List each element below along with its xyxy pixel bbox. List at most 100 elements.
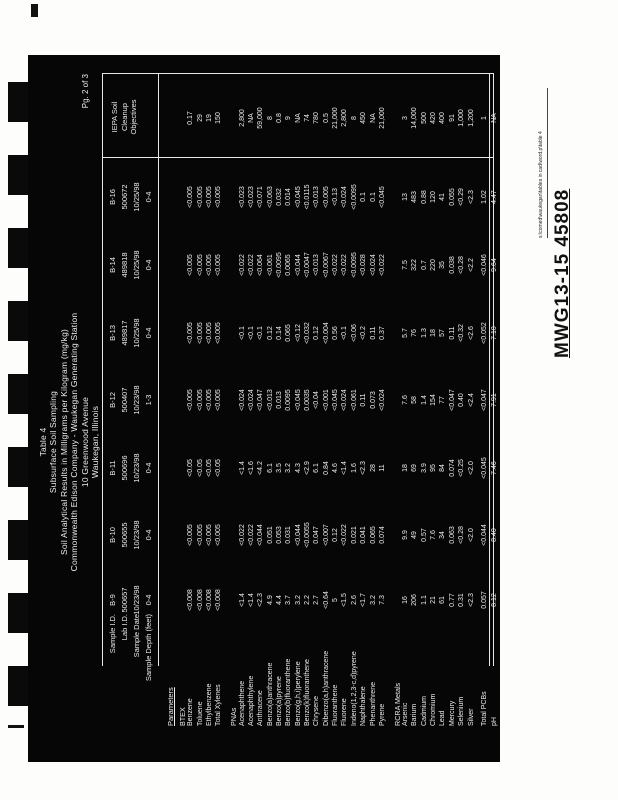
value-cell: <0.005 (187, 322, 195, 344)
value-cell: 7.6 (430, 530, 438, 540)
value-cell: 0.053 (276, 526, 283, 544)
value-cell: 1 (481, 116, 489, 120)
value-cell: 18 (402, 464, 410, 472)
value-cell: 59,000 (257, 107, 265, 129)
value-cell: 0.77 (448, 593, 456, 607)
value-cell: <0.004 (322, 322, 330, 344)
header-rule (158, 74, 159, 666)
sample-header-date: 10/23/98 (132, 453, 141, 483)
value-cell: <2.0 (467, 528, 475, 542)
value-cell: <0.024 (369, 254, 377, 276)
value-cell: 0.014 (285, 188, 293, 206)
sample-header-id: B-9 (108, 594, 117, 606)
sample-header-lab_id: 500672 (120, 184, 129, 210)
value-cell: <0.024 (341, 186, 349, 208)
value-cell: 0.11 (360, 393, 368, 407)
value-cell: <0.04 (313, 391, 321, 409)
section-label: RCRA Metals (392, 682, 402, 726)
value-cell: 1.02 (481, 190, 489, 204)
value-cell: 0.013 (276, 391, 283, 409)
value-cell: <2.4 (467, 393, 475, 407)
title-line-3: Soil Analytical Results in Milligrams pe… (58, 328, 69, 556)
value-cell: <0.022 (341, 524, 349, 546)
value-cell: 5 (332, 598, 340, 602)
side-note-wrap: s:\comed\waukegan\tables in cad\word.p\t… (538, 88, 548, 238)
sample-header-id: B-12 (108, 392, 117, 408)
value-cell: <0.005 (206, 524, 214, 546)
header-label-sample-date: Sample Date (132, 614, 141, 658)
value-cell: <0.005 (196, 322, 204, 344)
value-cell: 4.9 (266, 595, 274, 605)
value-cell: 206 (411, 594, 419, 606)
value-cell: 0.0095 (285, 389, 293, 411)
value-cell: 7.46 (490, 461, 498, 475)
value-cell: 0.057 (481, 591, 489, 609)
value-cell: <0.047 (481, 389, 489, 411)
value-cell: <0.05 (206, 459, 214, 477)
parameters-label: Parameters (166, 687, 175, 726)
title-line-1: Table 4 (38, 427, 48, 457)
value-cell: 76 (411, 329, 419, 337)
value-cell: <0.005 (322, 186, 330, 208)
value-cell: 3.7 (285, 595, 293, 605)
value-cell: <0.052 (481, 322, 489, 344)
value-cell: <0.005 (206, 254, 214, 276)
value-cell: <0.001 (322, 389, 330, 411)
value-cell: 0.074 (448, 459, 456, 477)
value-cell: <0.0067 (322, 252, 330, 278)
value-cell: 0.063 (448, 526, 456, 544)
value-cell: <0.13 (332, 188, 340, 206)
value-cell: <0.005 (206, 389, 214, 411)
value-cell: <0.024 (341, 389, 349, 411)
value-cell: 9 (285, 116, 293, 120)
value-cell: 0.065 (369, 526, 377, 544)
value-cell: 3 (402, 116, 410, 120)
objectives-header-line-1: IEPA Soil (110, 101, 119, 133)
value-cell: 28 (369, 464, 377, 472)
value-cell: <0.061 (350, 389, 358, 411)
value-cell: 34 (439, 531, 447, 539)
sample-header-lab_id: 500696 (120, 455, 129, 481)
value-cell: 450 (360, 112, 368, 124)
value-cell: 0.57 (420, 528, 428, 542)
value-cell: <0.022 (378, 254, 386, 276)
value-cell: <0.022 (247, 524, 255, 546)
value-cell: 0.065 (285, 324, 293, 342)
value-cell: <0.071 (257, 186, 265, 208)
value-cell: <0.045 (294, 186, 302, 208)
value-cell: <0.047 (257, 389, 265, 411)
value-cell: 0.032 (276, 188, 283, 206)
value-cell: NA (294, 113, 302, 123)
value-cell: 0.37 (378, 326, 386, 340)
value-cell: 1,200 (467, 109, 475, 127)
value-cell: 0.073 (369, 391, 377, 409)
value-cell: 2,800 (341, 109, 349, 127)
value-cell: NA (369, 113, 377, 123)
value-cell: 7.10 (490, 326, 498, 340)
value-cell: 0.055 (448, 188, 456, 206)
value-cell: 49 (411, 531, 419, 539)
title-line-6: Waukegan, Illinois (90, 405, 101, 479)
value-cell: 6.1 (266, 463, 274, 473)
value-cell: 21,000 (378, 107, 386, 129)
value-cell: <0.005 (187, 389, 195, 411)
value-cell: 16 (402, 596, 410, 604)
value-cell: <0.005 (215, 322, 223, 344)
value-cell: 69 (411, 464, 419, 472)
value-cell: <0.045 (294, 389, 302, 411)
value-cell: 0.12 (313, 326, 321, 340)
value-cell: 8.40 (490, 528, 498, 542)
value-cell: 3.2 (294, 595, 302, 605)
value-cell: 4.4 (276, 595, 283, 605)
value-cell: 0.074 (378, 526, 386, 544)
value-cell: 0.12 (332, 528, 340, 542)
value-cell: 0.7 (420, 260, 428, 270)
value-cell: <0.29 (458, 188, 466, 206)
header-label-sample-depth: Sample Depth (feet) (144, 614, 153, 682)
sample-header-lab_id: 500657 (120, 587, 129, 613)
value-cell: <0.05 (187, 459, 195, 477)
value-cell: <0.022 (238, 524, 246, 546)
value-cell: <0.64 (322, 591, 330, 609)
value-cell: <0.1 (247, 326, 255, 340)
table-right-rule (102, 73, 494, 74)
